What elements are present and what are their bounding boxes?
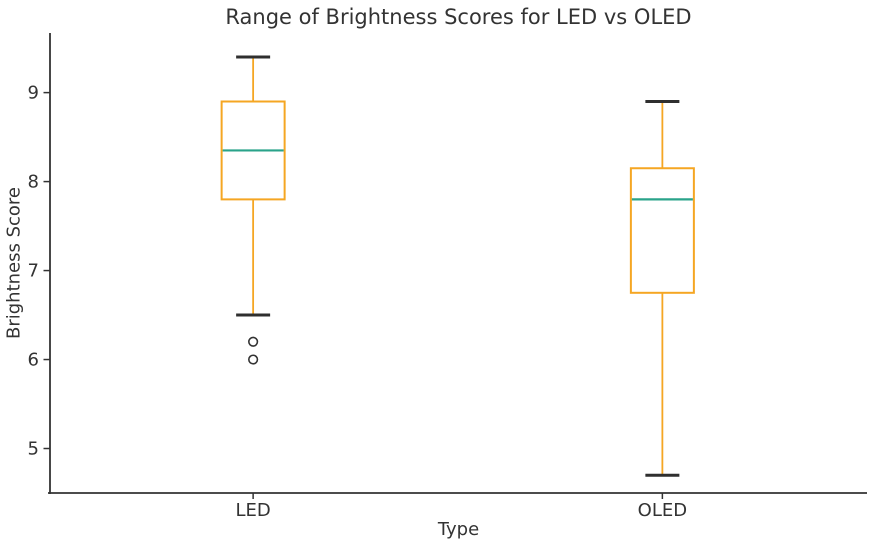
x-tick-label: OLED	[638, 500, 687, 521]
outlier-point	[248, 336, 259, 347]
x-axis-label: Type	[437, 519, 480, 540]
y-tick-label: 9	[28, 83, 39, 104]
outlier-point	[248, 354, 259, 365]
y-tick-label: 5	[28, 438, 39, 459]
box-group-oled	[629, 100, 695, 477]
y-tick-label: 8	[28, 172, 39, 193]
chart-title: Range of Brightness Scores for LED vs OL…	[225, 5, 692, 29]
box-group-led	[220, 55, 286, 365]
iqr-box	[629, 167, 695, 294]
y-tick-label: 6	[28, 349, 39, 370]
y-tick-label: 7	[28, 261, 39, 282]
x-tick-label: LED	[235, 500, 270, 521]
